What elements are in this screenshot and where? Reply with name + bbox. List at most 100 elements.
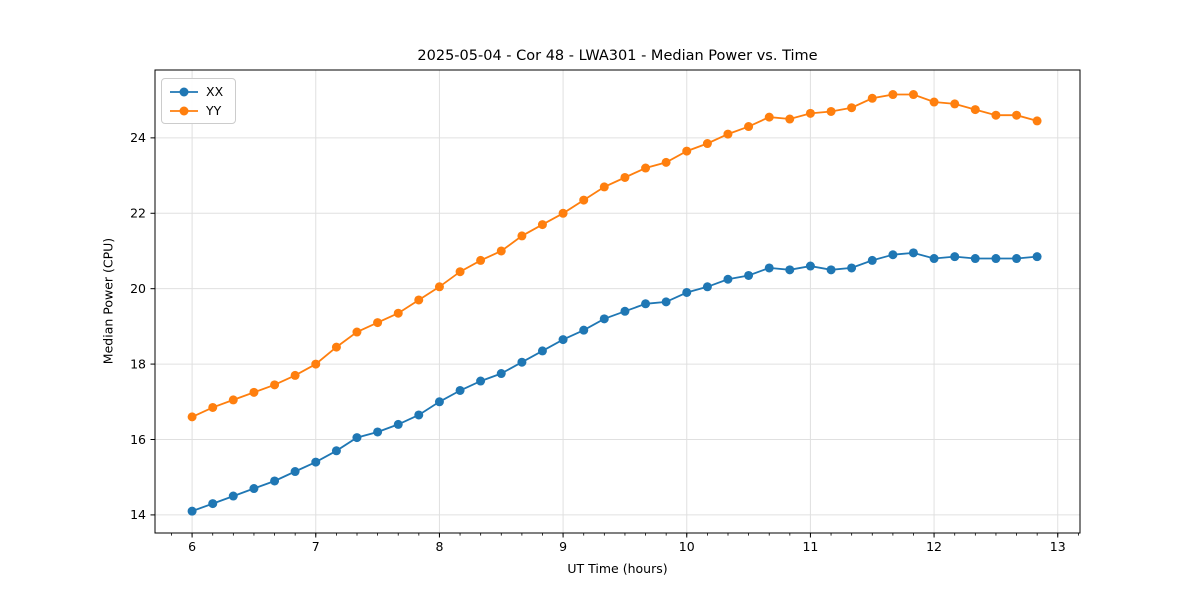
series-marker-yy <box>826 106 836 116</box>
series-marker-xx <box>228 491 238 501</box>
series-marker-xx <box>723 274 733 284</box>
series-marker-yy <box>373 318 383 328</box>
series-marker-xx <box>331 446 341 456</box>
y-tick-label: 14 <box>130 507 146 522</box>
series-marker-yy <box>249 387 259 397</box>
series-marker-yy <box>661 157 671 167</box>
x-tick-label: 9 <box>559 539 567 554</box>
series-marker-yy <box>723 129 733 139</box>
series-marker-yy <box>599 182 609 192</box>
series-marker-yy <box>785 114 795 124</box>
series-marker-yy <box>970 105 980 115</box>
series-marker-xx <box>661 297 671 307</box>
series-marker-xx <box>991 254 1001 264</box>
series-marker-xx <box>558 335 568 345</box>
series-marker-yy <box>455 267 465 277</box>
series-marker-xx <box>1032 252 1042 262</box>
series-marker-yy <box>352 327 362 337</box>
series-marker-yy <box>950 99 960 109</box>
series-marker-xx <box>888 250 898 260</box>
series-marker-yy <box>764 112 774 122</box>
series-marker-xx <box>393 419 403 429</box>
series-marker-xx <box>187 506 197 516</box>
series-marker-xx <box>373 427 383 437</box>
series-marker-yy <box>434 282 444 292</box>
x-tick-label: 13 <box>1050 539 1066 554</box>
series-marker-xx <box>929 254 939 264</box>
series-marker-xx <box>702 282 712 292</box>
y-tick-label: 24 <box>130 130 146 145</box>
series-marker-xx <box>311 457 321 467</box>
series-marker-yy <box>228 395 238 405</box>
series-marker-xx <box>496 369 506 379</box>
series-marker-xx <box>867 255 877 265</box>
series-marker-xx <box>847 263 857 273</box>
series-marker-xx <box>249 484 259 494</box>
series-marker-yy <box>1012 110 1022 120</box>
series-marker-yy <box>867 93 877 103</box>
series-marker-xx <box>517 357 527 367</box>
legend-swatch-yy <box>170 106 198 115</box>
x-tick-label: 10 <box>679 539 695 554</box>
legend-item-yy: YY <box>169 103 223 118</box>
series-marker-yy <box>579 195 589 205</box>
series-marker-xx <box>579 325 589 335</box>
series-marker-xx <box>641 299 651 309</box>
x-tick-label: 12 <box>926 539 942 554</box>
series-marker-xx <box>785 265 795 275</box>
series-marker-yy <box>187 412 197 422</box>
series-marker-yy <box>929 97 939 107</box>
series-marker-xx <box>744 270 754 280</box>
series-marker-xx <box>455 385 465 395</box>
y-tick-label: 22 <box>130 206 146 221</box>
series-marker-xx <box>352 433 362 443</box>
series-marker-xx <box>434 397 444 407</box>
series-marker-xx <box>476 376 486 386</box>
series-marker-xx <box>908 248 918 258</box>
series-marker-xx <box>270 476 280 486</box>
series-marker-yy <box>702 139 712 149</box>
series-marker-yy <box>847 103 857 113</box>
legend-item-xx: XX <box>169 84 223 99</box>
series-marker-xx <box>620 306 630 316</box>
series-marker-xx <box>950 252 960 262</box>
series-marker-yy <box>517 231 527 241</box>
series-marker-yy <box>744 122 754 132</box>
series-marker-yy <box>620 172 630 182</box>
y-axis-label-text: Median Power (CPU) <box>100 237 116 365</box>
series-marker-xx <box>1012 254 1022 264</box>
legend-swatch-xx <box>170 87 198 96</box>
y-tick-label: 18 <box>130 356 146 371</box>
series-marker-xx <box>826 265 836 275</box>
series-marker-yy <box>270 380 280 390</box>
series-marker-yy <box>290 370 300 380</box>
series-marker-xx <box>599 314 609 324</box>
series-marker-xx <box>537 346 547 356</box>
series-marker-yy <box>476 255 486 265</box>
legend-label-yy: YY <box>206 103 222 118</box>
series-marker-yy <box>414 295 424 305</box>
series-marker-xx <box>290 467 300 477</box>
series-marker-yy <box>393 308 403 318</box>
series-line-xx <box>191 251 1038 512</box>
series-marker-xx <box>414 410 424 420</box>
chart-title: 2025-05-04 - Cor 48 - LWA301 - Median Po… <box>417 48 818 64</box>
x-tick-label: 7 <box>312 539 320 554</box>
series-marker-xx <box>805 261 815 271</box>
x-tick-label: 6 <box>188 539 196 554</box>
x-axis-label: UT Time (hours) <box>567 561 668 576</box>
series-marker-xx <box>764 263 774 273</box>
series-marker-yy <box>682 146 692 156</box>
series-marker-yy <box>805 108 815 118</box>
x-tick-label: 8 <box>435 539 443 554</box>
legend-label-xx: XX <box>206 84 224 99</box>
series-marker-yy <box>558 208 568 218</box>
series-marker-yy <box>331 342 341 352</box>
y-tick-label: 20 <box>130 281 146 296</box>
axes-box <box>154 69 1081 534</box>
y-tick-label: 16 <box>130 432 146 447</box>
legend: XX YY <box>161 78 237 124</box>
series-marker-yy <box>888 90 898 100</box>
